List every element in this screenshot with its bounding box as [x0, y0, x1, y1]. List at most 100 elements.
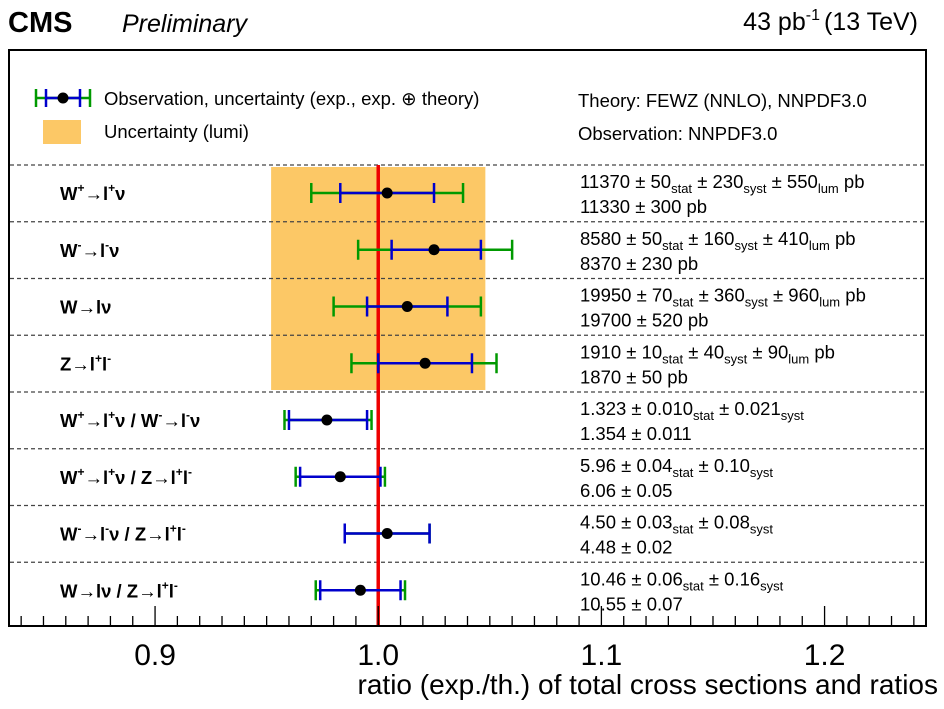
- x-tick-label: 1.1: [581, 639, 623, 672]
- lumi-exponent: -1: [806, 7, 820, 24]
- measurement-8: [314, 580, 407, 601]
- measured-value-part: stat: [672, 465, 693, 480]
- row-label-part: →l: [81, 524, 105, 545]
- measured-value-part: pb: [839, 171, 865, 192]
- row-label-part: -: [105, 522, 109, 536]
- legend-observation-label: Observation, uncertainty (exp., exp. ⊕ t…: [104, 88, 479, 109]
- measured-value-part: pb: [809, 341, 835, 362]
- legend-observation-symbol: [34, 89, 92, 107]
- row-label-part: W→lν: [60, 297, 111, 318]
- row-label-6: W+→l+ν / Z→l+l-: [60, 465, 192, 488]
- measured-values-layer: 11370 ± 50stat ± 230syst ± 550lum pb1133…: [580, 171, 866, 614]
- measured-value-part: ± 550: [767, 171, 818, 192]
- legend-theory-label: Theory: FEWZ (NNLO), NNPDF3.0: [578, 90, 867, 111]
- measured-value-part: 19950 ± 70: [580, 285, 672, 306]
- measured-value-part: lum: [788, 351, 809, 366]
- legend-lumi-label: Uncertainty (lumi): [104, 121, 249, 142]
- row-label-part: W→lν / Z→l: [60, 580, 162, 601]
- measurement-4: [350, 353, 498, 374]
- measurement-7: [343, 523, 431, 544]
- measured-value-part: 8580 ± 50: [580, 228, 662, 249]
- row-label-part: -: [77, 238, 81, 252]
- row-label-part: W: [60, 524, 78, 545]
- row-label-part: W: [60, 467, 78, 488]
- row-label-part: -: [182, 522, 186, 536]
- measured-value-part: ± 0.021: [714, 398, 781, 419]
- x-tick-label: 1.0: [357, 639, 399, 672]
- row-label-part: -: [186, 408, 190, 422]
- measured-value-part: syst: [743, 181, 767, 196]
- row-label-part: →l: [81, 240, 105, 261]
- status-label: Preliminary: [122, 10, 249, 38]
- measured-value-part: ± 0.08: [693, 512, 749, 533]
- measured-value: 5.96 ± 0.04stat ± 0.10syst: [580, 455, 773, 480]
- measured-value-part: syst: [760, 578, 784, 593]
- theory-value-part: 6.06 ± 0.05: [580, 480, 672, 501]
- plot-frame: [8, 49, 927, 627]
- theory-value: 1870 ± 50 pb: [580, 366, 688, 387]
- row-label-part: +: [176, 465, 183, 479]
- measured-value-part: stat: [671, 181, 692, 196]
- row-label-part: l: [183, 467, 188, 488]
- legend-lumi-swatch: [43, 120, 81, 144]
- row-label-part: →l: [84, 183, 108, 204]
- measured-value-part: ± 410: [758, 228, 809, 249]
- measured-value: 8580 ± 50stat ± 160syst ± 410lum pb: [580, 228, 856, 253]
- theory-value-part: 11330 ± 300 pb: [580, 196, 707, 217]
- row-label-part: l: [177, 524, 182, 545]
- theory-value: 10.55 ± 0.07: [580, 593, 683, 614]
- central-value-point: [401, 301, 413, 312]
- measured-value-part: 4.50 ± 0.03: [580, 512, 672, 533]
- measured-value-part: lum: [818, 181, 839, 196]
- legend-observation-pdf-label: Observation: NNPDF3.0: [578, 123, 777, 144]
- row-label-part: -: [107, 351, 111, 365]
- measured-value-part: stat: [662, 238, 683, 253]
- row-separator-layer: [10, 164, 925, 563]
- row-label-part: W: [60, 240, 78, 261]
- measured-value: 4.50 ± 0.03stat ± 0.08syst: [580, 512, 773, 537]
- central-value-point: [428, 244, 440, 256]
- row-label-3: W→lν: [60, 297, 111, 318]
- row-label-part: l: [102, 353, 107, 374]
- row-label-part: +: [170, 522, 177, 536]
- measurement-2: [356, 239, 514, 260]
- row-label-5: W+→l+ν / W-→l-ν: [60, 408, 200, 431]
- row-label-part: →l: [84, 467, 108, 488]
- lumi-energy-label: 43 pb-1 (13 TeV): [743, 7, 918, 36]
- measured-value-part: stat: [683, 578, 704, 593]
- central-value-point: [334, 471, 346, 483]
- row-label-2: W-→l-ν: [60, 238, 119, 261]
- measured-value-part: 10.46 ± 0.06: [580, 568, 683, 589]
- measured-value: 10.46 ± 0.06stat ± 0.16syst: [580, 568, 784, 593]
- measured-value-part: ± 960: [768, 285, 819, 306]
- lumi-value: 43 pb: [743, 8, 806, 36]
- row-label-part: +: [108, 408, 115, 422]
- x-tick-label: 0.9: [134, 639, 176, 672]
- row-label-4: Z→l+l-: [60, 351, 111, 374]
- row-label-part: ν / Z→l: [109, 524, 170, 545]
- x-axis-ticks-layer: 0.9 1.0 1.1 1.2: [20, 606, 915, 672]
- theory-value: 11330 ± 300 pb: [580, 196, 707, 217]
- row-label-part: -: [77, 522, 81, 536]
- central-value-point: [381, 187, 393, 199]
- row-label-part: ν / W: [115, 410, 159, 431]
- row-label-part: +: [95, 351, 102, 365]
- row-label-part: ν: [190, 410, 200, 431]
- row-label-part: +: [77, 181, 84, 195]
- measured-value-part: ± 90: [747, 341, 788, 362]
- row-label-part: +: [77, 408, 84, 422]
- measured-value-part: syst: [734, 238, 758, 253]
- measured-value-part: 5.96 ± 0.04: [580, 455, 672, 476]
- measured-value-part: ± 160: [683, 228, 734, 249]
- measurement-6: [294, 466, 387, 487]
- measured-value-part: 1910 ± 10: [580, 341, 662, 362]
- measurement-1: [310, 183, 465, 203]
- measured-value-part: syst: [781, 408, 805, 423]
- measured-value-part: ± 0.16: [704, 568, 760, 589]
- theory-value: 8370 ± 230 pb: [580, 253, 698, 274]
- theory-value-part: 1.354 ± 0.011: [580, 423, 692, 444]
- row-label-part: +: [108, 465, 115, 479]
- row-label-part: +: [108, 181, 115, 195]
- measured-value: 1.323 ± 0.010stat ± 0.021syst: [580, 398, 804, 423]
